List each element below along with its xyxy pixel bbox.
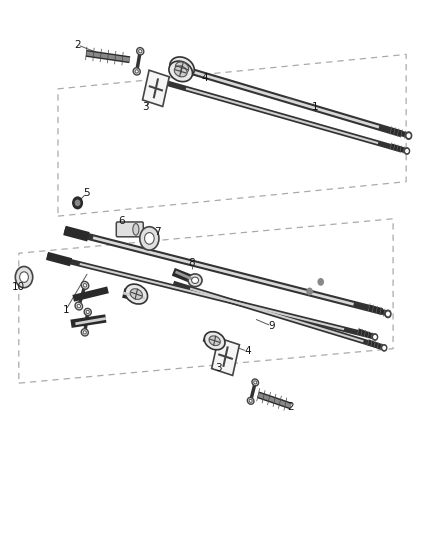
Ellipse shape: [247, 398, 254, 404]
Circle shape: [318, 279, 323, 285]
Ellipse shape: [252, 379, 258, 386]
Circle shape: [406, 132, 412, 139]
Circle shape: [372, 334, 378, 340]
FancyBboxPatch shape: [116, 222, 143, 237]
Ellipse shape: [81, 329, 88, 336]
Ellipse shape: [254, 381, 257, 384]
Circle shape: [404, 148, 410, 154]
Ellipse shape: [84, 309, 91, 316]
Ellipse shape: [133, 223, 139, 235]
Ellipse shape: [175, 62, 189, 74]
Ellipse shape: [169, 61, 192, 82]
Ellipse shape: [83, 331, 86, 334]
Ellipse shape: [77, 304, 81, 308]
Ellipse shape: [137, 47, 144, 55]
Circle shape: [374, 336, 376, 338]
Ellipse shape: [75, 302, 83, 310]
Ellipse shape: [15, 266, 33, 288]
Ellipse shape: [20, 272, 28, 282]
Text: 6: 6: [118, 216, 124, 227]
Text: 3: 3: [142, 102, 148, 112]
Circle shape: [407, 134, 410, 138]
Polygon shape: [212, 338, 240, 375]
Ellipse shape: [81, 281, 89, 289]
Ellipse shape: [188, 274, 202, 287]
Ellipse shape: [133, 68, 140, 75]
Text: 3: 3: [215, 364, 222, 373]
Text: 9: 9: [268, 321, 275, 331]
Ellipse shape: [135, 70, 138, 73]
Ellipse shape: [139, 50, 142, 53]
Text: 1: 1: [311, 102, 318, 112]
Ellipse shape: [174, 66, 187, 77]
Circle shape: [385, 310, 391, 318]
Ellipse shape: [209, 336, 220, 345]
Ellipse shape: [191, 277, 198, 284]
Text: 4: 4: [202, 73, 208, 83]
Text: 2: 2: [287, 402, 294, 412]
Circle shape: [406, 150, 408, 152]
Text: 10: 10: [11, 281, 25, 292]
Text: 1: 1: [63, 305, 69, 315]
Text: 2: 2: [74, 40, 81, 50]
Ellipse shape: [204, 332, 225, 350]
Circle shape: [75, 200, 80, 206]
Text: 4: 4: [244, 346, 251, 357]
Ellipse shape: [86, 310, 89, 313]
Circle shape: [387, 312, 389, 316]
Ellipse shape: [125, 284, 148, 304]
Circle shape: [73, 197, 82, 209]
Text: 7: 7: [154, 227, 160, 237]
Circle shape: [381, 345, 387, 351]
Circle shape: [307, 288, 312, 295]
Ellipse shape: [83, 284, 87, 287]
Polygon shape: [142, 70, 169, 107]
Ellipse shape: [130, 289, 142, 300]
Ellipse shape: [249, 399, 252, 402]
Ellipse shape: [140, 227, 159, 250]
Ellipse shape: [145, 232, 154, 244]
Circle shape: [383, 346, 385, 349]
Text: 8: 8: [189, 258, 195, 268]
Text: 5: 5: [83, 188, 89, 198]
Ellipse shape: [170, 57, 194, 78]
